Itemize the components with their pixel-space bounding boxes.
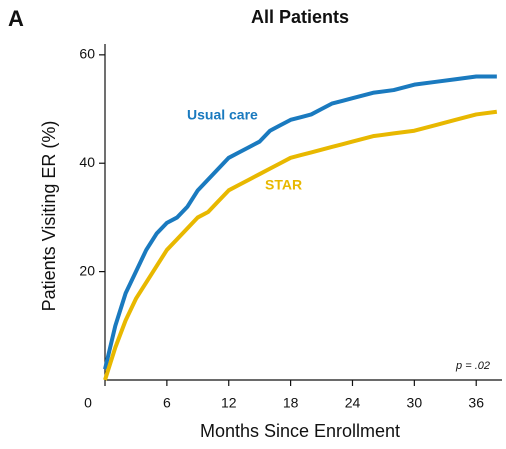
series-label: STAR [265,177,302,193]
x-tick-label: 12 [221,395,237,411]
series-line [103,109,498,381]
x-tick-label: 6 [163,395,171,411]
series-line [103,74,497,370]
series-label: Usual care [187,107,258,123]
y-tick-label: 40 [79,154,95,170]
panel-label: A [8,6,24,31]
chart-title: All Patients [251,7,349,27]
x-axis-label: Months Since Enrollment [200,421,400,441]
x-tick-label: 18 [283,395,299,411]
x-tick-label: 36 [468,395,484,411]
y-tick-label: 20 [79,262,95,278]
x-tick-label: 24 [345,395,361,411]
annotation: p = .02 [455,360,490,372]
x-tick-label: 30 [407,395,423,411]
y-tick-label: 60 [79,46,95,62]
x-tick-label: 0 [84,395,92,411]
y-axis-label: Patients Visiting ER (%) [39,121,59,312]
